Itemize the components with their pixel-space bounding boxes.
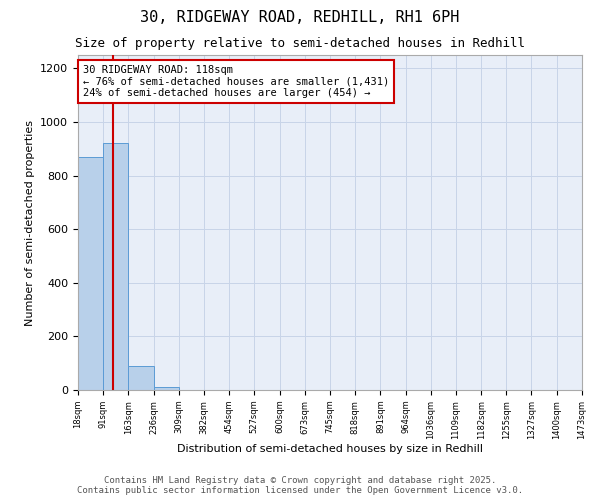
X-axis label: Distribution of semi-detached houses by size in Redhill: Distribution of semi-detached houses by … [177, 444, 483, 454]
Text: Contains HM Land Registry data © Crown copyright and database right 2025.
Contai: Contains HM Land Registry data © Crown c… [77, 476, 523, 495]
Text: 30 RIDGEWAY ROAD: 118sqm
← 76% of semi-detached houses are smaller (1,431)
24% o: 30 RIDGEWAY ROAD: 118sqm ← 76% of semi-d… [83, 65, 389, 98]
Bar [103, 144, 128, 390]
Bar [128, 366, 154, 390]
Bar [78, 157, 103, 390]
Bar [154, 388, 179, 390]
Text: Size of property relative to semi-detached houses in Redhill: Size of property relative to semi-detach… [75, 38, 525, 51]
Text: 30, RIDGEWAY ROAD, REDHILL, RH1 6PH: 30, RIDGEWAY ROAD, REDHILL, RH1 6PH [140, 10, 460, 25]
Y-axis label: Number of semi-detached properties: Number of semi-detached properties [25, 120, 35, 326]
